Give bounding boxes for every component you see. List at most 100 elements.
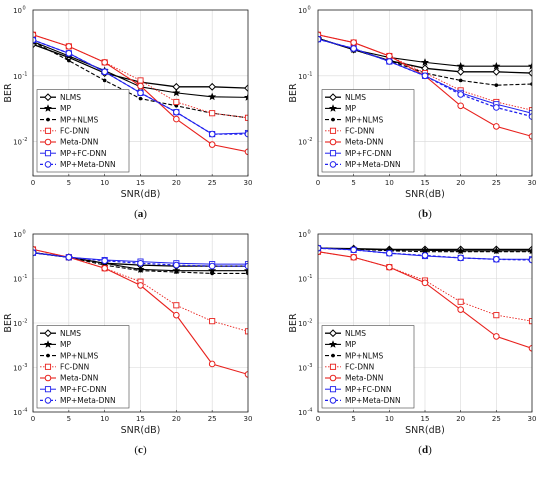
data-point [208, 262, 216, 270]
data-point [137, 259, 144, 267]
legend-entry: FC-DNN [60, 127, 89, 136]
data-point [208, 130, 216, 138]
panel-caption: (b) [418, 208, 432, 220]
y-axis-label: BER [288, 83, 299, 103]
legend: NLMS MP MP+NLMS FC-DNN Meta-DNN MP+FC-DNN MP+M… [321, 325, 415, 409]
x-tick-label: 10 [100, 415, 109, 423]
data-point [350, 246, 357, 254]
data-point [101, 68, 108, 76]
legend-entry: Meta-DNN [345, 138, 383, 147]
data-point [101, 264, 108, 272]
data-point [493, 104, 500, 111]
x-tick-label: 25 [492, 415, 501, 423]
legend-entry: MP+Meta-DNN [60, 160, 116, 169]
data-point [173, 261, 180, 269]
data-point [210, 271, 214, 276]
data-point [102, 78, 107, 83]
legend-entry: MP+NLMS [60, 115, 99, 124]
y-tick-label: 10 [298, 409, 307, 417]
x-tick-label: 30 [244, 179, 253, 187]
x-axis-label: SNR(dB) [121, 189, 161, 200]
data-point [456, 61, 465, 70]
x-tick-label: 5 [351, 415, 355, 423]
y-tick-label: 10 [298, 139, 307, 147]
legend-marker [329, 363, 337, 370]
data-point [174, 270, 179, 274]
y-tick-exponent: 0 [308, 230, 311, 236]
y-tick-label: 10 [13, 365, 22, 373]
x-tick-label: 30 [528, 415, 537, 423]
y-tick-label: 10 [298, 276, 307, 284]
data-point [137, 89, 144, 97]
legend-entry: MP+NLMS [345, 351, 384, 360]
data-point [457, 91, 464, 98]
legend-entry: Meta-DNN [60, 374, 98, 383]
y-tick-label: 10 [13, 231, 22, 239]
legend-marker [329, 340, 337, 348]
x-tick-label: 5 [351, 179, 355, 187]
x-tick-label: 20 [456, 179, 465, 187]
y-tick-label: 10 [13, 276, 22, 284]
legend-entry: MP+Meta-DNN [345, 160, 401, 169]
x-tick-label: 0 [31, 415, 35, 423]
data-point [456, 67, 465, 76]
data-point [138, 268, 143, 273]
legend-entry: MP+FC-DNN [60, 149, 107, 158]
data-point [528, 69, 532, 77]
data-point [244, 84, 248, 93]
x-tick-label: 25 [492, 179, 501, 187]
y-tick-exponent: -2 [23, 137, 28, 143]
x-tick-label: 25 [208, 179, 217, 187]
legend-marker [329, 127, 337, 134]
x-axis-label: SNR(dB) [121, 425, 161, 436]
x-tick-label: 0 [316, 179, 320, 187]
data-point [493, 312, 500, 319]
x-tick-label: 0 [316, 415, 320, 423]
legend-marker [44, 340, 52, 348]
y-tick-exponent: -4 [23, 408, 28, 414]
legend-marker [329, 150, 337, 157]
data-point [172, 88, 181, 97]
legend-entry: NLMS [60, 93, 81, 102]
y-tick-exponent: -3 [308, 363, 313, 369]
legend-entry: MP+Meta-DNN [60, 396, 116, 405]
data-point [173, 302, 180, 309]
data-point [208, 360, 216, 368]
y-axis-label: BER [288, 313, 299, 333]
legend: NLMS MP MP+NLMS FC-DNN Meta-DNN MP+FC-DNN MP+M… [321, 89, 415, 173]
legend-entry: MP+FC-DNN [345, 385, 392, 394]
data-point [350, 39, 357, 46]
data-point [493, 333, 500, 340]
data-point [530, 82, 532, 86]
data-point [528, 133, 532, 140]
y-tick-exponent: -2 [308, 137, 313, 143]
y-tick-label: 10 [298, 73, 307, 81]
panel-caption: (c) [134, 444, 147, 456]
data-point [528, 61, 532, 70]
x-tick-label: 10 [385, 415, 394, 423]
y-tick-exponent: -3 [23, 363, 28, 369]
data-point [421, 72, 429, 80]
legend-marker [44, 397, 52, 404]
legend-marker [44, 104, 52, 112]
y-tick-label: 10 [298, 7, 307, 15]
data-point [528, 113, 532, 120]
legend-marker [44, 150, 52, 157]
y-tick-label: 10 [13, 409, 22, 417]
y-tick-label: 10 [298, 231, 307, 239]
x-tick-label: 15 [136, 415, 145, 423]
data-point [173, 98, 180, 106]
data-point [386, 52, 393, 60]
x-tick-label: 25 [208, 415, 217, 423]
y-tick-exponent: -1 [23, 71, 28, 77]
y-tick-exponent: -1 [308, 71, 313, 77]
legend-entry: Meta-DNN [60, 138, 98, 147]
legend-entry: NLMS [345, 93, 366, 102]
data-point [493, 256, 500, 263]
data-point [208, 92, 217, 101]
data-point [137, 77, 144, 84]
legend-entry: MP+NLMS [60, 351, 99, 360]
x-tick-label: 10 [385, 179, 394, 187]
